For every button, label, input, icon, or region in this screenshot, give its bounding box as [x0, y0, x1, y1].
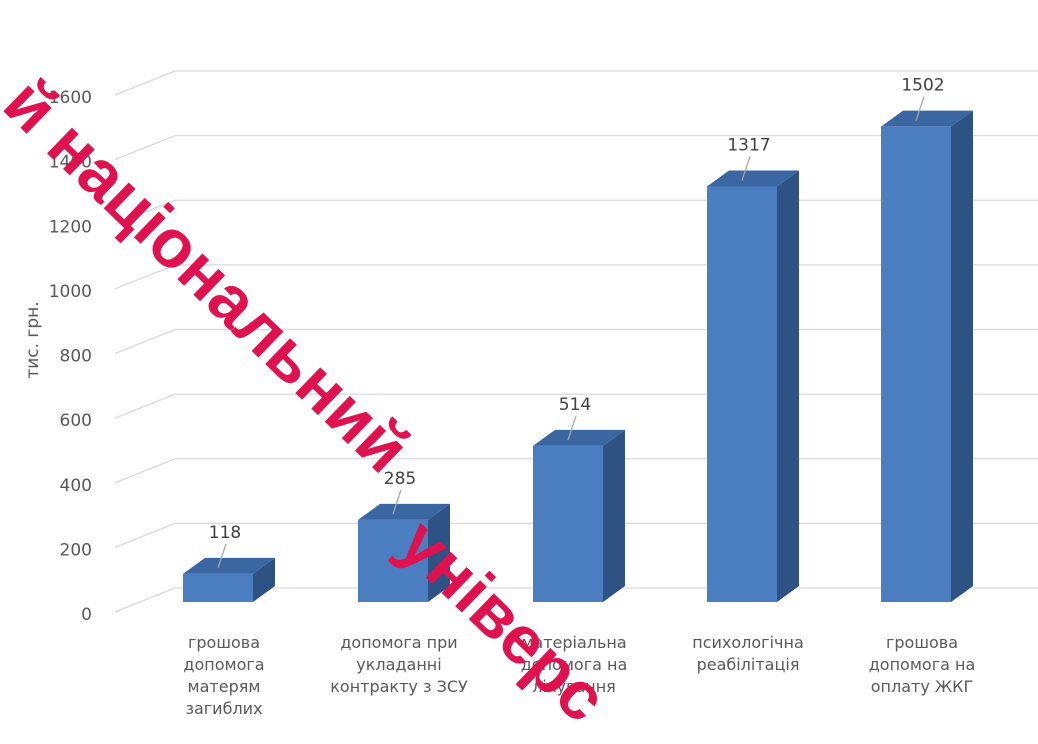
- data-label-leader: [915, 96, 925, 121]
- gridline-diagonal: [114, 135, 176, 161]
- bar-side: [428, 503, 450, 602]
- gridline-diagonal: [114, 328, 176, 355]
- y-tick-label: 0: [81, 605, 92, 625]
- y-tick-label: 800: [60, 347, 92, 367]
- bar: [881, 126, 951, 602]
- data-label: 1317: [727, 135, 770, 155]
- gridline-diagonal: [114, 199, 176, 225]
- category-label: матерям: [188, 677, 261, 696]
- y-tick-label: 600: [60, 411, 92, 431]
- bar: [533, 445, 603, 602]
- data-label: 285: [384, 469, 416, 489]
- data-label-leader: [567, 415, 577, 441]
- data-label-leader: [392, 489, 402, 515]
- category-label: укладанні: [356, 655, 441, 674]
- bar: [358, 519, 428, 602]
- data-label: 1502: [901, 76, 944, 96]
- category-label: допомога на: [869, 655, 976, 674]
- data-labels: 118 285 514 1317 1502: [209, 76, 945, 569]
- y-axis-ticks: 0 200 400 600 800 1000 1200 1400 1600: [49, 88, 92, 625]
- bar: [183, 573, 253, 602]
- data-label: 118: [209, 523, 241, 543]
- bar-side: [253, 557, 275, 602]
- category-label: грошова: [188, 633, 260, 652]
- bar-top: [881, 110, 973, 127]
- bar: [707, 186, 777, 602]
- bar-side: [603, 429, 625, 602]
- bar-side: [777, 170, 799, 602]
- y-tick-label: 1000: [49, 282, 92, 302]
- category-label: психологічна: [692, 633, 804, 652]
- category-label: загиблих: [185, 699, 262, 718]
- data-label-leader: [217, 543, 227, 569]
- gridline-diagonal: [114, 393, 176, 419]
- category-label: допомога на: [521, 655, 628, 674]
- bar-top: [533, 429, 625, 446]
- category-label: допомога при: [340, 633, 457, 652]
- bar-top: [358, 503, 450, 520]
- data-label-leader: [741, 156, 751, 181]
- gridline-diagonal: [114, 587, 176, 613]
- bar-top: [707, 170, 799, 187]
- y-axis-label: тис. грн.: [23, 301, 43, 378]
- bar-top: [183, 557, 275, 574]
- y-tick-label: 200: [60, 540, 92, 560]
- y-tick-label: 1400: [49, 153, 92, 173]
- bars: [183, 110, 973, 602]
- data-label: 514: [559, 395, 591, 415]
- gridline-diagonal: [114, 70, 176, 96]
- gridline-diagonal: [114, 458, 176, 484]
- gridline-diagonal: [114, 264, 176, 290]
- y-tick-label: 1200: [49, 217, 92, 237]
- category-label: реабілітація: [697, 655, 800, 674]
- category-label: оплату ЖКГ: [871, 677, 974, 696]
- category-label: лікування: [532, 677, 616, 696]
- gridline-diagonal: [114, 522, 176, 548]
- y-tick-label: 400: [60, 476, 92, 496]
- category-label: грошова: [886, 633, 958, 652]
- bar-side: [951, 110, 973, 602]
- y-tick-label: 1600: [49, 88, 92, 108]
- category-label: матеріальна: [521, 633, 626, 652]
- category-label: контракту з ЗСУ: [330, 677, 468, 696]
- category-labels: грошова допомога матерям загиблих допомога п…: [183, 633, 975, 718]
- category-label: допомога: [183, 655, 264, 674]
